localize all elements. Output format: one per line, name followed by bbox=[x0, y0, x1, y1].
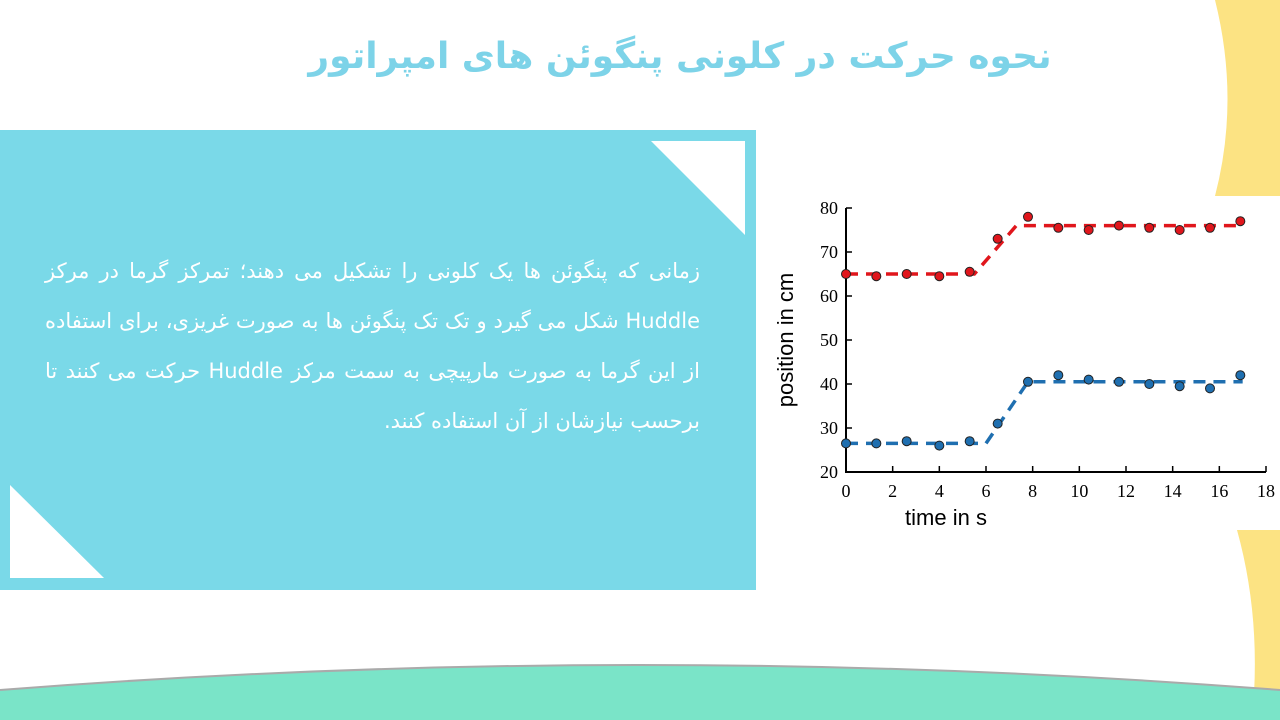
y-tick-label: 70 bbox=[820, 242, 838, 262]
data-point bbox=[901, 269, 912, 279]
x-tick-label: 2 bbox=[888, 481, 897, 501]
data-point bbox=[841, 438, 851, 449]
text-box bbox=[0, 130, 756, 590]
deco-triangle bbox=[10, 485, 104, 578]
data-point bbox=[1023, 376, 1033, 387]
deco-yellow-top bbox=[1215, 0, 1280, 196]
chart: 20 30 40 50 60 70 80 0 2 4 6 8 10 12 14 16 18 time in s po… bbox=[773, 198, 1275, 530]
y-tick-label: 60 bbox=[820, 286, 838, 306]
data-point bbox=[871, 438, 882, 449]
body-text: زمانی که پنگوئن ها یک کلونی را تشکیل می … bbox=[45, 259, 700, 433]
data-point bbox=[1114, 376, 1124, 387]
x-tick-label: 6 bbox=[982, 481, 991, 501]
x-tick-label: 4 bbox=[935, 481, 944, 501]
deco-triangle bbox=[651, 141, 745, 235]
data-point bbox=[1053, 370, 1064, 381]
x-tick-label: 10 bbox=[1070, 481, 1088, 501]
data-point bbox=[1174, 225, 1185, 235]
x-tick-label: 12 bbox=[1117, 481, 1135, 501]
data-point bbox=[1235, 216, 1246, 227]
data-point bbox=[1083, 374, 1094, 385]
data-point bbox=[1174, 381, 1185, 392]
data-point bbox=[1205, 383, 1215, 394]
deco-yellow-bottom bbox=[1237, 530, 1280, 720]
data-point bbox=[1083, 225, 1094, 235]
y-tick-label: 80 bbox=[820, 198, 838, 218]
data-point bbox=[841, 269, 851, 279]
data-point bbox=[1144, 222, 1155, 233]
data-point bbox=[964, 436, 975, 447]
x-tick-label: 18 bbox=[1257, 481, 1275, 501]
y-tick-label: 20 bbox=[820, 462, 838, 482]
data-point bbox=[901, 436, 912, 447]
data-point bbox=[1144, 379, 1155, 389]
data-point bbox=[1235, 370, 1246, 381]
data-point bbox=[992, 233, 1003, 244]
data-point bbox=[1053, 222, 1064, 233]
data-point bbox=[1023, 211, 1033, 222]
fit-line bbox=[846, 380, 1243, 446]
slide-title: نحوه حرکت در کلونی پنگوئن های امپراتور bbox=[308, 36, 1052, 77]
data-point bbox=[871, 271, 882, 282]
wave-shadow bbox=[0, 664, 1280, 691]
x-tick-label: 8 bbox=[1028, 481, 1037, 501]
data-point bbox=[934, 440, 945, 451]
x-axis-label: time in s bbox=[905, 505, 987, 530]
y-tick-label: 50 bbox=[820, 330, 838, 350]
data-point bbox=[964, 266, 975, 277]
x-tick-label: 16 bbox=[1210, 481, 1228, 501]
x-tick-label: 14 bbox=[1164, 481, 1182, 501]
y-tick-label: 40 bbox=[820, 374, 838, 394]
y-axis-label: position in cm bbox=[773, 273, 798, 408]
x-tick-label: 0 bbox=[842, 481, 851, 501]
y-tick-label: 30 bbox=[820, 418, 838, 438]
deco-wave bbox=[0, 665, 1280, 720]
data-point bbox=[934, 271, 945, 282]
data-point bbox=[1114, 220, 1124, 231]
axes bbox=[845, 208, 1266, 473]
data-point bbox=[992, 418, 1003, 429]
data-point bbox=[1205, 222, 1215, 233]
